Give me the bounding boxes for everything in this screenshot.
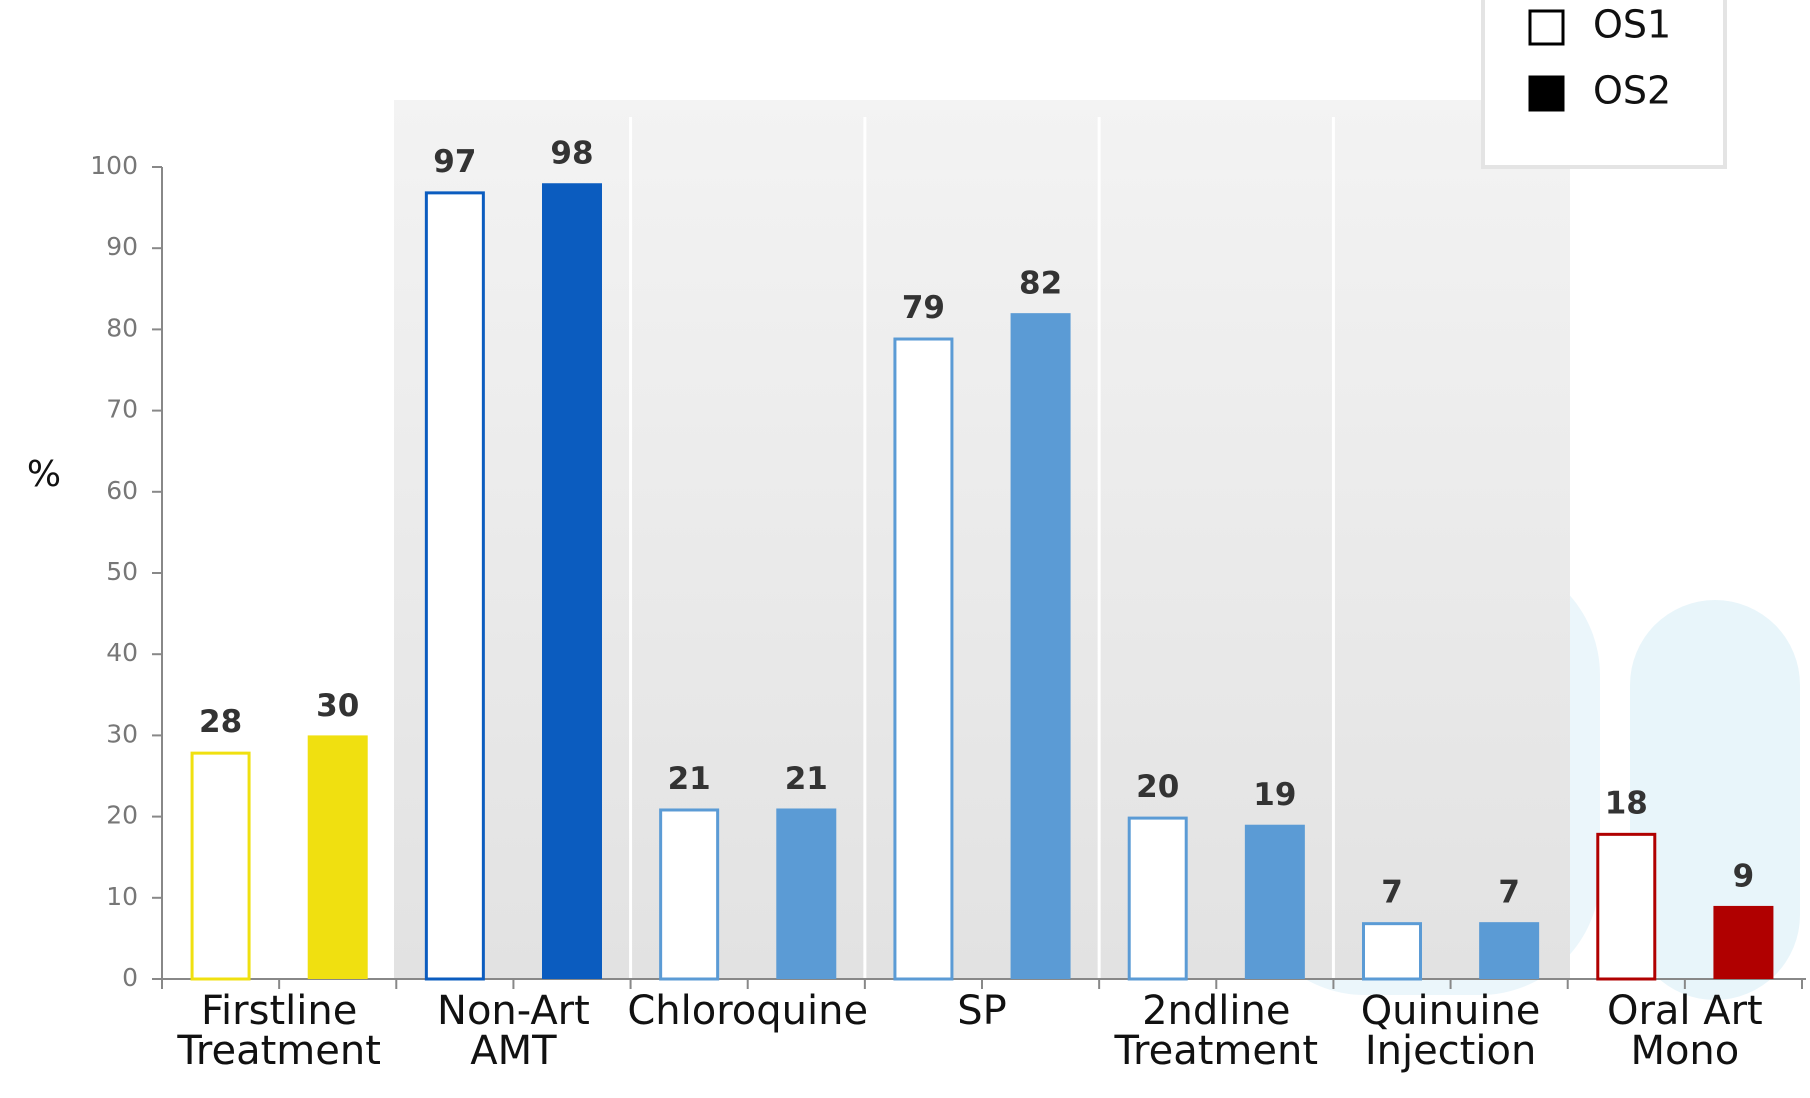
bar	[661, 810, 718, 979]
y-axis-label: %	[27, 454, 61, 495]
value-label: 9	[1733, 858, 1755, 894]
bar	[1011, 313, 1071, 979]
y-tick-label: 80	[106, 313, 138, 342]
bar	[895, 339, 952, 979]
value-label: 7	[1498, 875, 1520, 911]
bar	[776, 808, 836, 979]
bar	[1713, 906, 1773, 979]
y-tick-label: 50	[106, 557, 138, 586]
x-tick-label: Oral Art Mono	[1561, 991, 1808, 1071]
bar	[1245, 825, 1305, 979]
bar	[1598, 834, 1655, 979]
x-tick-label: Quinuine Injection	[1327, 991, 1574, 1071]
x-tick-label: Non-Art AMT	[390, 991, 637, 1071]
bar	[426, 193, 483, 979]
y-tick-label: 60	[106, 476, 138, 505]
x-tick-label: Chloroquine	[624, 991, 871, 1031]
value-label: 82	[1019, 266, 1062, 302]
value-label: 21	[668, 761, 711, 797]
bar	[1364, 924, 1421, 979]
legend-swatch	[1530, 11, 1563, 44]
value-label: 18	[1605, 785, 1648, 821]
y-tick-label: 20	[106, 801, 138, 830]
value-label: 28	[199, 704, 242, 740]
bar	[192, 753, 249, 979]
value-label: 20	[1136, 769, 1179, 805]
legend-label: OS1	[1593, 3, 1671, 47]
y-tick-label: 70	[106, 395, 138, 424]
y-tick-label: 0	[122, 963, 138, 992]
x-tick-label: Firstline Treatment	[156, 991, 403, 1071]
y-tick-label: 30	[106, 719, 138, 748]
y-tick-label: 10	[106, 882, 138, 911]
x-tick-label: 2ndline Treatment	[1093, 991, 1340, 1071]
value-label: 19	[1253, 777, 1296, 813]
y-tick-label: 100	[90, 151, 138, 180]
value-label: 30	[316, 688, 359, 724]
chart: % OS1OS2 0102030405060708090100289721792…	[0, 0, 1810, 1098]
value-label: 7	[1381, 875, 1403, 911]
legend-swatch	[1530, 77, 1563, 110]
y-tick-label: 90	[106, 232, 138, 261]
value-label: 98	[550, 136, 593, 172]
legend: OS1 OS2	[1483, 0, 1725, 167]
value-label: 79	[902, 290, 945, 326]
x-tick-label: SP	[859, 991, 1106, 1031]
value-label: 97	[433, 144, 476, 180]
page: % OS1OS2 0102030405060708090100289721792…	[0, 0, 1810, 1098]
value-label: 21	[785, 761, 828, 797]
bar	[308, 735, 368, 979]
bar	[1479, 922, 1539, 979]
bar	[542, 183, 602, 979]
legend-label: OS2	[1593, 69, 1671, 113]
bar	[1129, 818, 1186, 979]
y-tick-label: 40	[106, 638, 138, 667]
